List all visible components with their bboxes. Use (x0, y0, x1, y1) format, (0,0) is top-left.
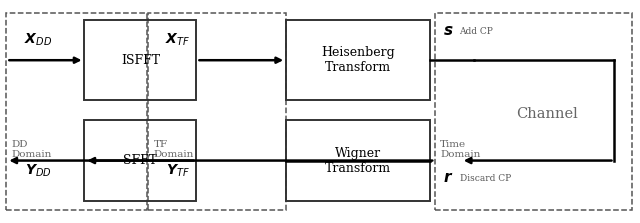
Text: Time
Domain: Time Domain (440, 140, 481, 159)
Text: Heisenberg
Transform: Heisenberg Transform (321, 46, 395, 74)
Bar (286, 120, 430, 201)
Bar (84, 20, 196, 100)
Bar (286, 20, 430, 100)
Bar (435, 13, 632, 210)
Bar (84, 120, 196, 201)
Text: $\boldsymbol{s}$: $\boldsymbol{s}$ (443, 24, 453, 38)
Text: DD
Domain: DD Domain (12, 140, 52, 159)
Text: TF
Domain: TF Domain (154, 140, 194, 159)
Text: $\boldsymbol{Y}_{TF}$: $\boldsymbol{Y}_{TF}$ (166, 162, 190, 179)
Text: Wigner
Transform: Wigner Transform (325, 147, 391, 175)
Text: Add CP: Add CP (460, 27, 493, 36)
Text: Channel: Channel (516, 107, 578, 121)
Text: ISFFT: ISFFT (121, 54, 160, 67)
Text: $\boldsymbol{r}$: $\boldsymbol{r}$ (443, 171, 453, 185)
Bar (148, 13, 286, 210)
Text: $\boldsymbol{X}_{TF}$: $\boldsymbol{X}_{TF}$ (165, 32, 191, 48)
Text: SFFT: SFFT (124, 154, 157, 167)
Text: Discard CP: Discard CP (460, 174, 511, 183)
Text: $\boldsymbol{X}_{DD}$: $\boldsymbol{X}_{DD}$ (24, 32, 52, 48)
Bar (6, 13, 147, 210)
Text: $\boldsymbol{Y}_{DD}$: $\boldsymbol{Y}_{DD}$ (25, 162, 52, 179)
